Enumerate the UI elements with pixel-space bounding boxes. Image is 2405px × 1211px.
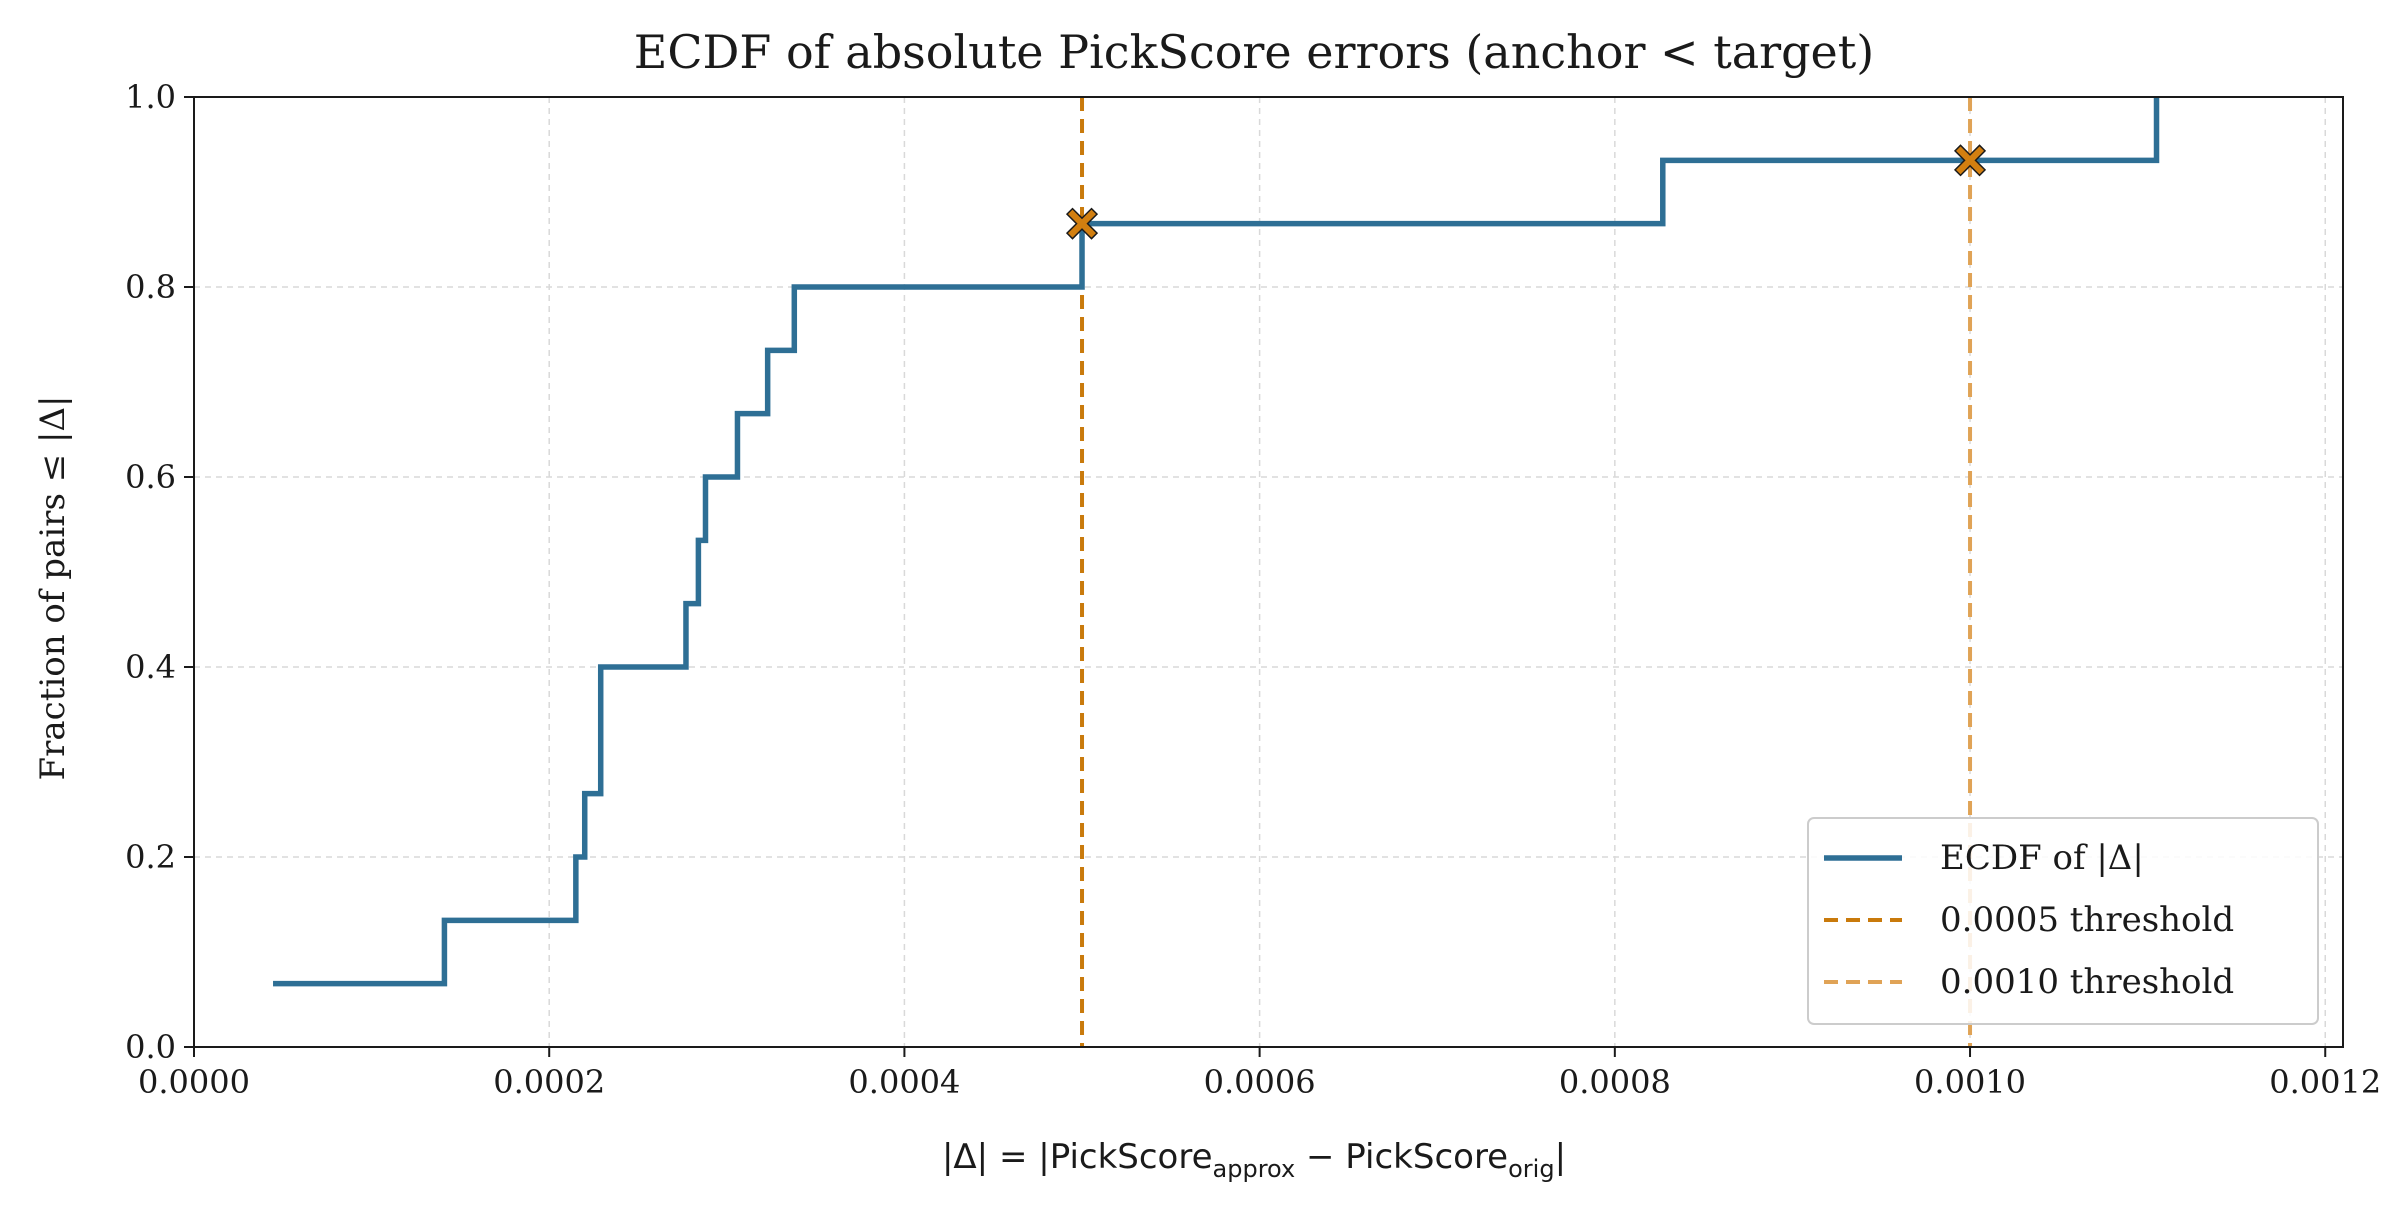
x-tick-label: 0.0012 [2269,1063,2381,1101]
x-tick-label: 0.0004 [848,1063,960,1101]
x-axis-label-prefix: |Δ| = |PickScore [942,1137,1213,1177]
plot-frame [193,96,2344,1048]
ecdf-step-line [273,97,2160,987]
series-lines [273,97,2160,987]
y-axis-ticks: 0.0 0.2 0.4 0.6 0.8 1.0 [125,78,194,1066]
chart-title: ECDF of absolute PickScore errors (ancho… [634,25,1874,79]
y-tick-label: 0.6 [125,458,176,496]
threshold-crossing-marker [1065,207,1099,240]
x-tick-label: 0.0006 [1204,1063,1316,1101]
legend-entry-label: 0.0005 threshold [1940,900,2234,940]
y-tick-label: 0.0 [125,1028,176,1066]
x-tick-label: 0.0010 [1914,1063,2026,1101]
threshold-crossing-marker [1953,144,1987,177]
x-axis-label-suffix: | [1555,1137,1566,1177]
x-tick-label: 0.0008 [1559,1063,1671,1101]
legend-entry-label: ECDF of |Δ| [1940,838,2144,878]
y-tick-label: 0.2 [125,838,176,876]
x-axis-label-mid: − PickScore [1295,1137,1508,1177]
legend-entry-label: 0.0010 threshold [1940,962,2234,1002]
legend-box [1807,817,2319,1025]
y-tick-label: 1.0 [125,78,176,116]
threshold-markers [1065,144,1987,240]
y-axis-label: Fraction of pairs ≤ |Δ| [33,396,73,781]
x-axis-label-sub-approx: approx [1213,1155,1296,1183]
legend: ECDF of |Δ| 0.0005 threshold 0.0010 thresh… [1807,817,2319,1025]
x-axis-ticks: 0.0000 0.0002 0.0004 0.0006 0.0008 0.0010 0.00… [138,1047,2381,1101]
x-axis-label: |Δ| = |PickScoreapprox − PickScoreorig| [942,1137,1566,1183]
y-tick-label: 0.4 [125,648,176,686]
x-tick-label: 0.0002 [493,1063,605,1101]
x-tick-label: 0.0000 [138,1063,250,1101]
x-axis-label-sub-orig: orig [1508,1155,1554,1183]
y-tick-label: 0.8 [125,268,176,306]
